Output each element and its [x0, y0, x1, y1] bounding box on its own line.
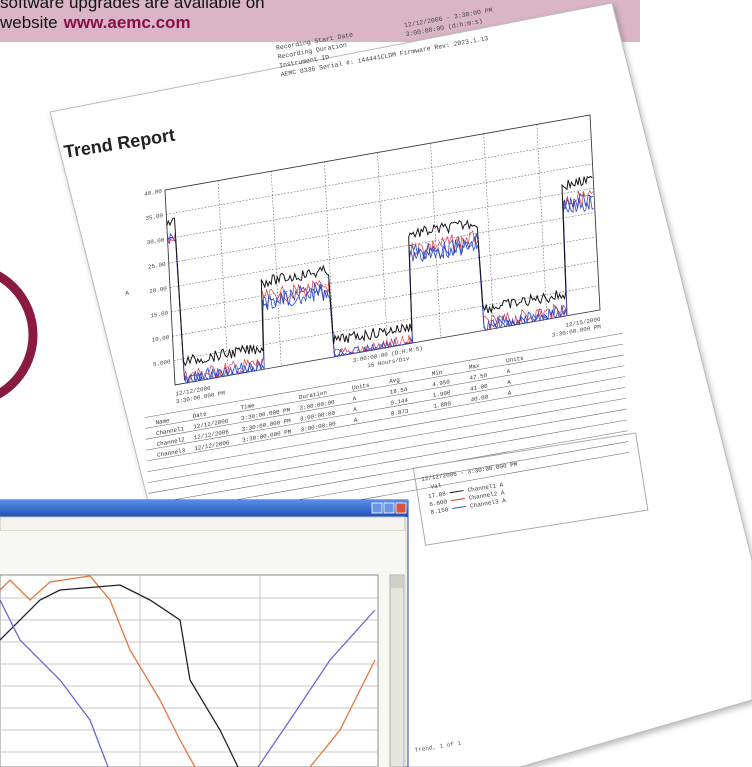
stamp — [0, 267, 33, 403]
close-button[interactable] — [396, 503, 406, 513]
banner-link[interactable]: www.aemc.com — [63, 13, 191, 32]
software-window — [0, 500, 408, 767]
scene: software upgrades are available on websi… — [0, 0, 752, 767]
scrollbar[interactable] — [390, 575, 404, 767]
minimize-button[interactable] — [372, 503, 382, 513]
banner-prefix: website — [0, 13, 58, 32]
banner-line2: website www.aemc.com — [0, 13, 191, 32]
scroll-up[interactable] — [391, 576, 403, 588]
banner-line1: software upgrades are available on — [0, 0, 265, 12]
title-bar — [0, 500, 408, 517]
toolbar — [0, 517, 405, 531]
maximize-button[interactable] — [384, 503, 394, 513]
y-unit: A — [125, 290, 129, 298]
